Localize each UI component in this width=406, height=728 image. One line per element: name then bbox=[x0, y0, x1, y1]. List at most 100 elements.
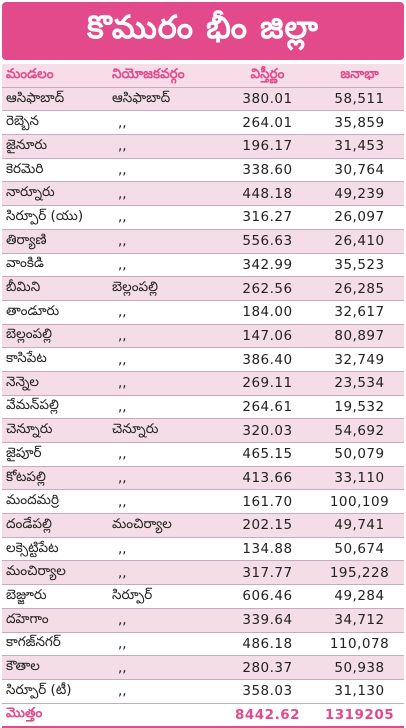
cell-constituency: ,, bbox=[108, 134, 220, 159]
cell-population: 19,532 bbox=[315, 395, 404, 420]
total-row: మొత్తం 8442.62 1319205 bbox=[2, 703, 404, 728]
cell-mandal: వేమన్‌పల్లి bbox=[2, 395, 108, 420]
cell-mandal: కోటపల్లి bbox=[2, 466, 108, 491]
cell-area: 184.00 bbox=[220, 300, 315, 325]
cell-area: 264.01 bbox=[220, 110, 315, 136]
cell-constituency: ,, bbox=[108, 679, 220, 704]
cell-constituency: బెల్లంపల్లి bbox=[108, 276, 220, 301]
column-header-constituency: నియోజకవర్గం bbox=[108, 64, 220, 88]
table-row: సిర్పూర్ (టీ),, 358.03 31,130 bbox=[2, 679, 404, 704]
cell-constituency: ,, bbox=[108, 300, 220, 325]
table-row: తాండూరు,, 184.00 32,617 bbox=[2, 300, 404, 325]
cell-constituency: ,, bbox=[108, 442, 220, 467]
district-table: మండలం నియోజకవర్గం విస్తీర్ణం జనాభా ఆసిఫా… bbox=[2, 64, 404, 728]
table-row: కౌతాల,, 280.37 50,938 bbox=[2, 655, 404, 680]
cell-population: 26,097 bbox=[315, 205, 404, 230]
cell-mandal: బెల్లంపల్లి bbox=[2, 324, 108, 349]
cell-mandal: సిర్పూర్ (యు) bbox=[2, 205, 108, 230]
cell-population: 49,239 bbox=[315, 181, 404, 207]
column-header-area: విస్తీర్ణం bbox=[220, 64, 315, 88]
table-row: కోటపల్లి,, 413.66 33,110 bbox=[2, 466, 404, 491]
cell-mandal: కాగజ్‌నగర్ bbox=[2, 632, 108, 657]
cell-area: 606.46 bbox=[220, 584, 315, 609]
table-row: దహెగాం,, 339.64 34,712 bbox=[2, 608, 404, 633]
cell-mandal: వాంకిడి bbox=[2, 253, 108, 278]
cell-population: 49,284 bbox=[315, 584, 404, 609]
cell-mandal: లక్సెట్టిపేట bbox=[2, 537, 108, 562]
table-row: వేమన్‌పల్లి,, 264.61 19,532 bbox=[2, 395, 404, 420]
table-row: మంచిర్యాల,, 317.77 195,228 bbox=[2, 560, 404, 586]
table-row: మందమర్రి,, 161.70 100,109 bbox=[2, 489, 404, 515]
cell-area: 339.64 bbox=[220, 608, 315, 633]
cell-population: 34,712 bbox=[315, 608, 404, 633]
total-label: మొత్తం bbox=[2, 703, 108, 728]
table-body: ఆసిఫాబాద్ ఆసిఫాబాద్ 380.01 58,511 రెబ్బెన,, 2… bbox=[2, 87, 404, 704]
cell-mandal: తాండూరు bbox=[2, 300, 108, 325]
title-banner: కొమురం భీం జిల్లా bbox=[2, 2, 404, 60]
cell-area: 134.88 bbox=[220, 537, 315, 562]
cell-constituency: ,, bbox=[108, 229, 220, 254]
cell-mandal: రెబ్బెన bbox=[2, 110, 108, 136]
cell-constituency: ,, bbox=[108, 395, 220, 420]
cell-population: 54,692 bbox=[315, 418, 404, 443]
cell-area: 196.17 bbox=[220, 134, 315, 159]
cell-constituency: ,, bbox=[108, 347, 220, 372]
cell-mandal: కాసిపేట bbox=[2, 347, 108, 372]
total-population: 1319205 bbox=[315, 703, 404, 728]
cell-constituency: ,, bbox=[108, 466, 220, 491]
cell-constituency: ,, bbox=[108, 560, 220, 586]
table-row: కెరమెరి,, 338.60 30,764 bbox=[2, 158, 404, 183]
cell-mandal: ఆసిఫాబాద్ bbox=[2, 87, 108, 112]
cell-area: 280.37 bbox=[220, 655, 315, 680]
cell-population: 31,453 bbox=[315, 134, 404, 159]
column-header-mandal: మండలం bbox=[2, 64, 108, 88]
cell-mandal: నార్నూరు bbox=[2, 181, 108, 207]
cell-population: 31,130 bbox=[315, 679, 404, 704]
table-row: నెన్నెల,, 269.11 23,534 bbox=[2, 371, 404, 396]
table-row: నార్నూరు,, 448.18 49,239 bbox=[2, 181, 404, 207]
cell-population: 32,749 bbox=[315, 347, 404, 372]
cell-area: 380.01 bbox=[220, 87, 315, 112]
table-row: జైనూరు,, 196.17 31,453 bbox=[2, 134, 404, 159]
cell-mandal: సిర్పూర్ (టీ) bbox=[2, 679, 108, 704]
total-empty bbox=[108, 703, 220, 728]
cell-constituency: ఆసిఫాబాద్ bbox=[108, 87, 220, 112]
cell-constituency: ,, bbox=[108, 205, 220, 230]
cell-population: 26,410 bbox=[315, 229, 404, 254]
cell-area: 448.18 bbox=[220, 181, 315, 207]
cell-constituency: ,, bbox=[108, 181, 220, 207]
cell-mandal: జైపూర్ bbox=[2, 442, 108, 467]
table-row: సిర్పూర్ (యు),, 316.27 26,097 bbox=[2, 205, 404, 230]
cell-population: 32,617 bbox=[315, 300, 404, 325]
cell-mandal: మంచిర్యాల bbox=[2, 560, 108, 586]
cell-mandal: చెన్నూరు bbox=[2, 418, 108, 443]
cell-population: 49,741 bbox=[315, 513, 404, 538]
cell-mandal: తిర్యాణి bbox=[2, 229, 108, 254]
table-row: చెన్నూరు చెన్నూరు 320.03 54,692 bbox=[2, 418, 404, 443]
cell-population: 33,110 bbox=[315, 466, 404, 491]
cell-area: 486.18 bbox=[220, 632, 315, 657]
cell-area: 262.56 bbox=[220, 276, 315, 301]
cell-constituency: సిర్పూర్ bbox=[108, 584, 220, 609]
cell-constituency: ,, bbox=[108, 158, 220, 183]
cell-mandal: బెజ్జూరు bbox=[2, 584, 108, 609]
cell-population: 50,079 bbox=[315, 442, 404, 467]
cell-population: 30,764 bbox=[315, 158, 404, 183]
table-row: తిర్యాణి,, 556.63 26,410 bbox=[2, 229, 404, 254]
table-header-row: మండలం నియోజకవర్గం విస్తీర్ణం జనాభా bbox=[2, 64, 404, 88]
cell-area: 161.70 bbox=[220, 489, 315, 515]
cell-area: 342.99 bbox=[220, 253, 315, 278]
cell-area: 338.60 bbox=[220, 158, 315, 183]
table-row: ఆసిఫాబాద్ ఆసిఫాబాద్ 380.01 58,511 bbox=[2, 87, 404, 112]
cell-constituency: ,, bbox=[108, 489, 220, 515]
table-row: లక్సెట్టిపేట,, 134.88 50,674 bbox=[2, 537, 404, 562]
cell-mandal: మందమర్రి bbox=[2, 489, 108, 515]
cell-population: 110,078 bbox=[315, 632, 404, 657]
cell-population: 50,938 bbox=[315, 655, 404, 680]
cell-constituency: ,, bbox=[108, 632, 220, 657]
cell-mandal: దండేపల్లి bbox=[2, 513, 108, 538]
cell-constituency: ,, bbox=[108, 324, 220, 349]
cell-area: 320.03 bbox=[220, 418, 315, 443]
cell-area: 317.77 bbox=[220, 560, 315, 586]
